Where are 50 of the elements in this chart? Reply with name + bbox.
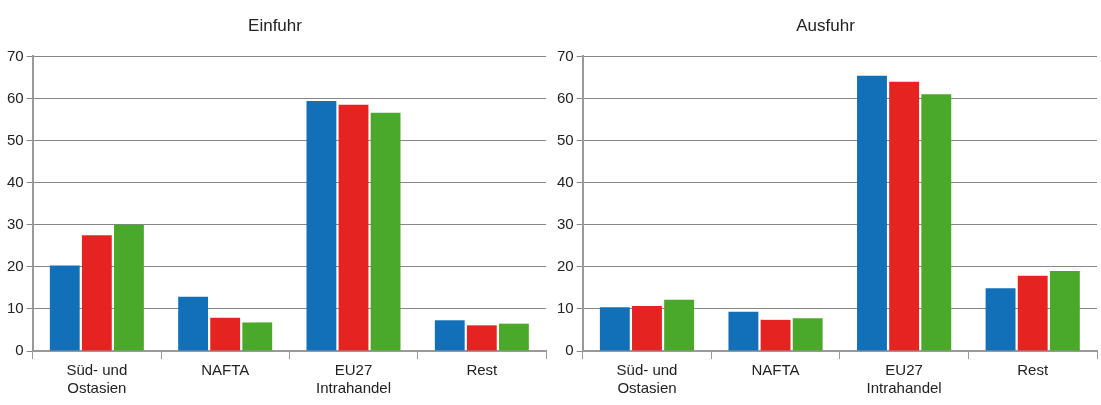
bar — [1049, 271, 1080, 351]
chart-title: Einfuhr — [248, 15, 303, 35]
bar — [889, 81, 920, 351]
x-tick-label: EU27 Intrahandel — [866, 361, 942, 397]
bar — [499, 323, 529, 351]
y-tick-label: 50 — [7, 130, 24, 148]
bar — [466, 325, 497, 351]
y-tick-label: 70 — [557, 46, 574, 64]
y-tick-label: 0 — [15, 341, 24, 359]
bar — [81, 235, 112, 351]
y-tick-label: 60 — [557, 88, 574, 106]
y-tick-label: 30 — [557, 214, 574, 232]
y-tick-label: 20 — [7, 256, 24, 274]
bar — [599, 307, 630, 351]
bar — [921, 94, 952, 351]
y-tick-label: 30 — [7, 214, 24, 232]
bar — [857, 75, 887, 351]
y-tick-label: 10 — [557, 299, 574, 317]
x-tick-label: Rest — [1017, 361, 1049, 379]
bar — [632, 305, 662, 351]
bar — [760, 319, 791, 351]
y-tick-label: 40 — [7, 172, 24, 190]
bar — [338, 104, 369, 351]
x-tick-label: NAFTA — [201, 361, 250, 379]
bar — [434, 320, 465, 351]
bar — [210, 317, 241, 351]
chart-title: Ausfuhr — [796, 15, 856, 35]
bar — [114, 224, 144, 351]
bar — [178, 296, 209, 351]
bar — [242, 322, 273, 351]
bar — [728, 311, 759, 351]
y-tick-label: 40 — [557, 172, 574, 190]
bar — [306, 101, 337, 351]
bar — [49, 265, 80, 351]
bar — [1017, 275, 1048, 351]
x-tick-label: Süd- und Ostasien — [66, 361, 128, 397]
y-tick-label: 50 — [557, 130, 574, 148]
y-tick-label: 10 — [7, 299, 24, 317]
x-tick-label: Süd- und Ostasien — [616, 361, 678, 397]
y-tick-label: 20 — [557, 256, 574, 274]
y-tick-label: 60 — [7, 88, 24, 106]
bar — [664, 299, 695, 351]
y-tick-label: 0 — [565, 341, 574, 359]
bar — [985, 288, 1016, 351]
bar — [792, 318, 823, 351]
y-tick-label: 70 — [7, 46, 24, 64]
x-tick-label: Rest — [466, 361, 499, 379]
x-tick-label: EU27 Intrahandel — [315, 361, 392, 397]
x-tick-label: NAFTA — [751, 361, 800, 379]
bar — [370, 112, 401, 351]
